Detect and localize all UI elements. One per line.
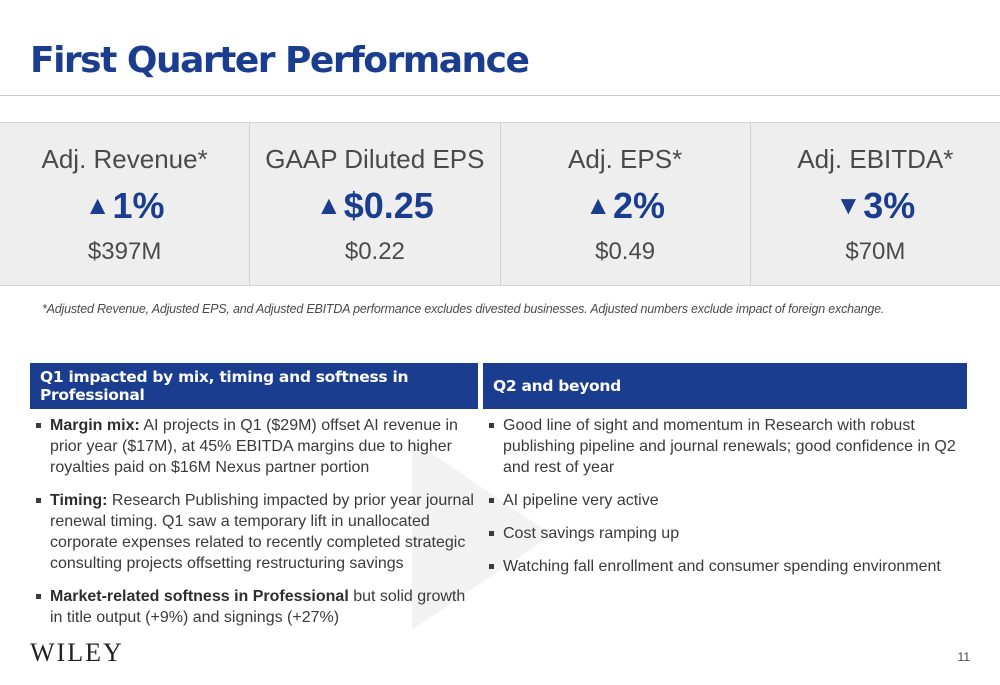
page-number: 11 (957, 650, 970, 664)
left-bullet-list: Margin mix: AI projects in Q1 ($29M) off… (36, 415, 476, 640)
metric-label: GAAP Diluted EPS (265, 144, 485, 174)
list-item: AI pipeline very active (489, 490, 959, 511)
list-item: Cost savings ramping up (489, 523, 959, 544)
metric-change-value: $0.25 (343, 185, 434, 226)
metric-change-value: 2% (612, 185, 665, 226)
metric-change-value: 1% (112, 185, 165, 226)
bullet-lead: Market-related softness in Professional (50, 588, 349, 605)
bullet-lead: Margin mix: (50, 417, 140, 434)
list-item: Margin mix: AI projects in Q1 ($29M) off… (36, 415, 476, 478)
list-item: Timing: Research Publishing impacted by … (36, 490, 476, 574)
list-item: Market-related softness in Professional … (36, 586, 476, 628)
metric-adj-revenue: Adj. Revenue* ▲ 1% $397M (0, 123, 251, 285)
bullet-text: Research Publishing impacted by prior ye… (50, 492, 474, 572)
wiley-logo: WILEY (30, 638, 124, 667)
page-title: First Quarter Performance (30, 40, 530, 81)
metric-change-value: 3% (863, 185, 916, 226)
metric-value: $70M (845, 238, 906, 265)
metric-value: $397M (87, 238, 162, 265)
list-item: Watching fall enrollment and consumer sp… (489, 556, 959, 577)
metric-change: ▲ 2% (585, 181, 665, 231)
list-item: Good line of sight and momentum in Resea… (489, 415, 959, 478)
up-arrow-icon: ▲ (84, 190, 111, 220)
down-arrow-icon: ▼ (835, 190, 862, 220)
metric-change: ▲ $0.25 (316, 181, 434, 231)
metric-change: ▼ 3% (835, 181, 915, 231)
right-panel-heading: Q2 and beyond (483, 363, 967, 409)
metric-change: ▲ 1% (85, 181, 165, 231)
right-bullet-list: Good line of sight and momentum in Resea… (489, 415, 959, 589)
left-panel-heading: Q1 impacted by mix, timing and softness … (30, 363, 478, 409)
metric-value: $0.49 (595, 238, 656, 265)
bullet-lead: Timing: (50, 492, 108, 509)
up-arrow-icon: ▲ (585, 190, 611, 220)
chevron-right-icon (412, 440, 552, 630)
metric-label: Adj. EPS* (568, 144, 683, 174)
up-arrow-icon: ▲ (315, 190, 342, 220)
bullet-text: but solid growth in title output (+9%) a… (50, 588, 466, 626)
title-divider (0, 95, 1000, 96)
metric-label: Adj. Revenue* (41, 144, 208, 174)
metric-adj-eps: Adj. EPS* ▲ 2% $0.49 (501, 123, 751, 285)
metric-value: $0.22 (344, 238, 405, 265)
metric-gaap-diluted-eps: GAAP Diluted EPS ▲ $0.25 $0.22 (250, 123, 501, 285)
metric-label: Adj. EBITDA* (797, 144, 954, 174)
bullet-text: AI projects in Q1 ($29M) offset AI reven… (50, 417, 458, 476)
metric-adj-ebitda: Adj. EBITDA* ▼ 3% $70M (751, 123, 1000, 285)
metrics-band: Adj. Revenue* ▲ 1% $397M GAAP Diluted EP… (0, 122, 1000, 286)
footnote: *Adjusted Revenue, Adjusted EPS, and Adj… (42, 302, 885, 316)
